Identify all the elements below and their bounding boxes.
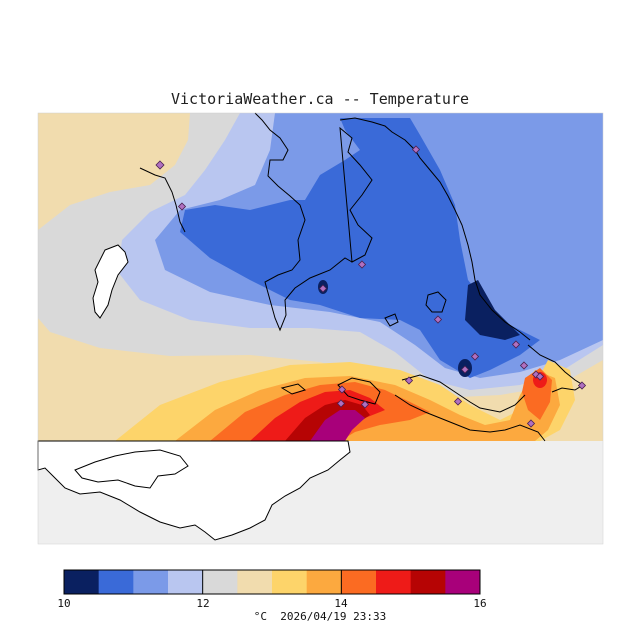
coastline-south-shore [401, 374, 526, 413]
coastline-central-peninsula [254, 112, 353, 332]
coastlines [92, 112, 584, 442]
colorbar-swatch [410, 570, 446, 594]
station-marker [177, 202, 187, 211]
station-marker [411, 145, 421, 154]
coastline-left-island [92, 244, 129, 319]
colorbar-swatch [306, 570, 342, 594]
colorbar-swatch [64, 570, 100, 594]
station-marker [318, 284, 328, 293]
station-marker [433, 315, 443, 324]
colorbar-swatch [133, 570, 169, 594]
colorbar-tick-label: 16 [473, 597, 487, 610]
colorbar-swatch [376, 570, 412, 594]
temperature-contours [38, 113, 603, 441]
station-marker [460, 365, 470, 374]
coastline-west-shore [139, 167, 186, 233]
coastline-lake-2 [384, 313, 399, 327]
colorbar-swatch [237, 570, 273, 594]
colorbar-swatch [445, 570, 481, 594]
colorbar-swatch [168, 570, 204, 594]
colorbar-tick-label: 10 [57, 597, 71, 610]
lower-island [74, 449, 189, 489]
coastline-south-shore-2 [394, 394, 546, 442]
station-marker [470, 352, 480, 361]
station-marker [535, 372, 545, 381]
map-frame [37, 112, 604, 545]
colorbar-swatch [272, 570, 308, 594]
station-marker [526, 419, 536, 428]
coastline-east-cape [527, 344, 584, 393]
station-marker [360, 400, 370, 409]
colorbar-swatch [98, 570, 134, 594]
colorbar-tick-label: 12 [196, 597, 210, 610]
coastline-east-landmass [339, 117, 531, 341]
timestamp: 2026/04/19 23:33 [280, 610, 387, 623]
temperature-colorbar [63, 569, 481, 595]
station-marker [577, 381, 587, 390]
contour-band-15-5 [310, 410, 365, 441]
station-marker [357, 260, 367, 269]
coastline-east-landmass-w [339, 126, 373, 263]
station-marker [519, 361, 529, 370]
colorbar-swatch [202, 570, 238, 594]
station-marker [511, 340, 521, 349]
station-marker [453, 397, 463, 406]
unit-label: °C [253, 610, 268, 623]
colorbar-tick-label: 14 [334, 597, 348, 610]
weather-stations [155, 145, 587, 428]
map-title: VictoriaWeather.ca -- Temperature [170, 90, 469, 108]
colorbar-swatch [341, 570, 377, 594]
station-marker [404, 376, 414, 385]
coastline-south-islet [280, 383, 307, 395]
coastline-lake-1 [425, 291, 447, 313]
coastline-inner-bay [337, 377, 381, 405]
station-marker [336, 399, 346, 408]
station-marker [155, 160, 165, 170]
contour-band-10-5 [180, 118, 540, 378]
station-marker [337, 385, 347, 394]
map-caption: °C 2026/04/19 23:33 [0, 610, 640, 623]
